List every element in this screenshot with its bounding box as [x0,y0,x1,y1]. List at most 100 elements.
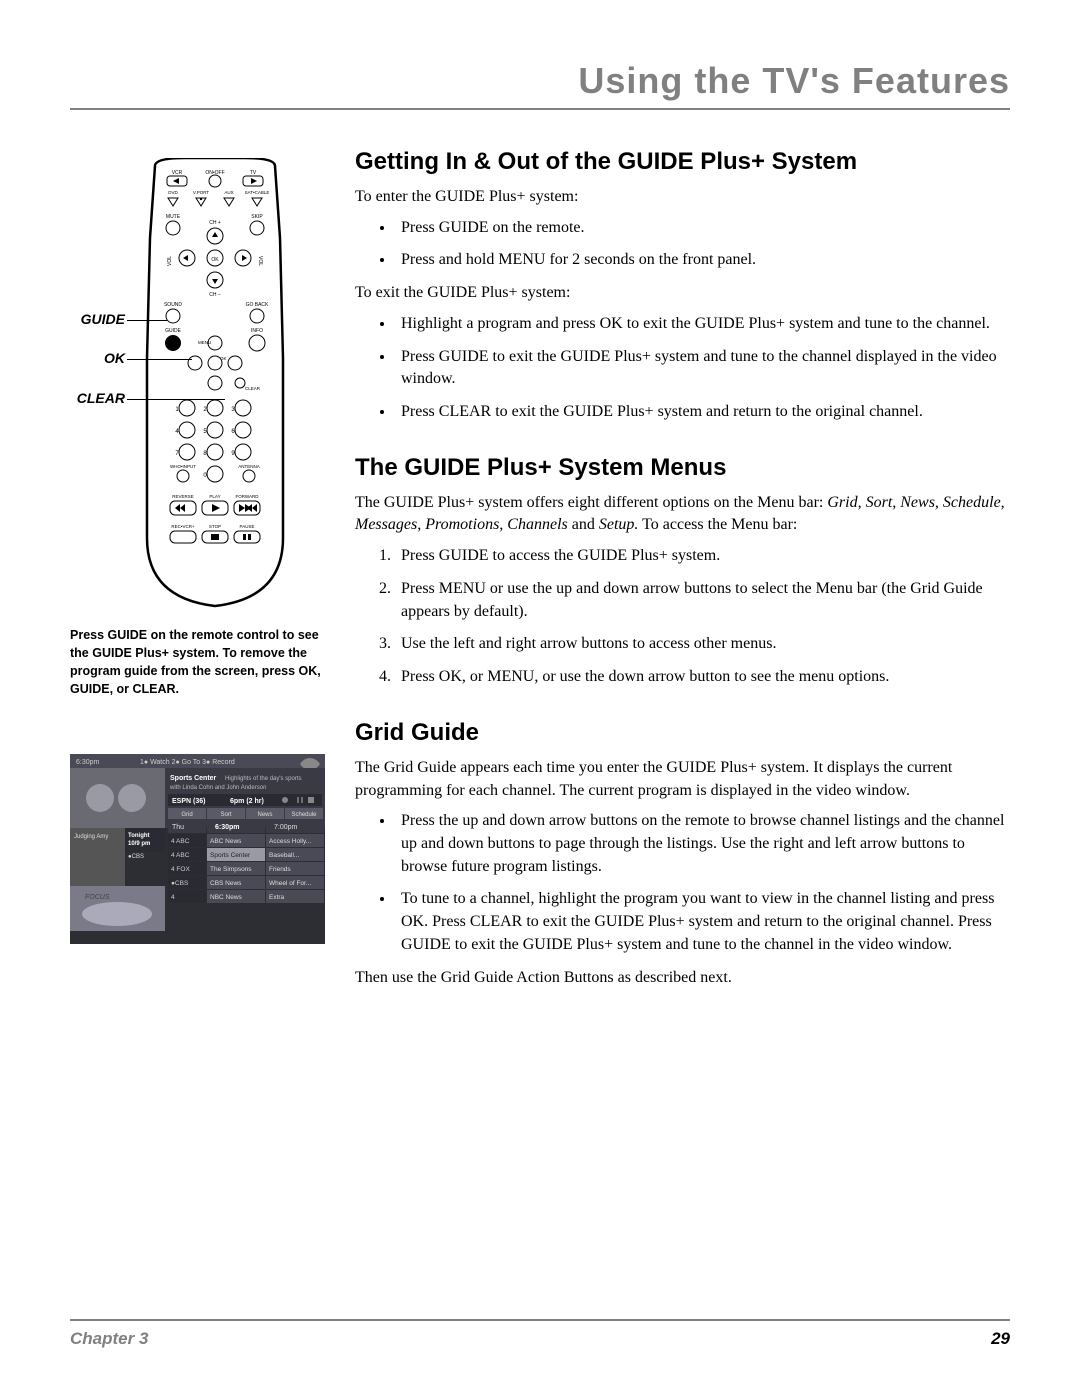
svg-text:WHO•INPUT: WHO•INPUT [170,464,196,469]
svg-text:NBC News: NBC News [210,894,243,901]
s2-intro: The GUIDE Plus+ system offers eight diff… [355,492,1010,537]
s1-bullets2: Highlight a program and press OK to exit… [355,313,1010,424]
heading-getting-in-out: Getting In & Out of the GUIDE Plus+ Syst… [355,148,1010,176]
s2-steps: Press GUIDE to access the GUIDE Plus+ sy… [355,545,1010,689]
content-columns: GUIDE OK CLEAR VCR ON•OFF TV DVD V.PORT … [70,148,1010,997]
svg-text:Baseball...: Baseball... [269,852,300,859]
svg-text:ESPN (36): ESPN (36) [172,798,205,805]
list-item: Press GUIDE to access the GUIDE Plus+ sy… [395,545,1010,568]
svg-text:Sports Center: Sports Center [170,775,217,782]
remote-caption: Press GUIDE on the remote control to see… [70,626,325,699]
svg-text:GO BACK: GO BACK [246,302,269,308]
callout-line-clear [127,399,225,400]
s3-intro: The Grid Guide appears each time you ent… [355,757,1010,802]
svg-text:Thu: Thu [172,824,184,831]
svg-text:6pm (2 hr): 6pm (2 hr) [230,798,264,805]
footer-page-number: 29 [991,1329,1010,1349]
svg-text:Access Holly...: Access Holly... [269,838,311,845]
svg-text:7:00pm: 7:00pm [274,824,298,831]
svg-text:FOCUS: FOCUS [85,894,110,901]
svg-text:with Linda Cohn and John Ander: with Linda Cohn and John Anderson [169,785,266,791]
svg-text:4: 4 [171,894,175,901]
svg-text:ANTENNA: ANTENNA [238,464,260,469]
svg-text:SKIP: SKIP [251,214,263,220]
s1-intro2: To exit the GUIDE Plus+ system: [355,282,1010,305]
heading-system-menus: The GUIDE Plus+ System Menus [355,454,1010,482]
right-column: Getting In & Out of the GUIDE Plus+ Syst… [355,148,1010,997]
svg-text:REC•VCR+: REC•VCR+ [171,524,195,529]
text-part: and [572,516,599,533]
svg-text:PAUSE: PAUSE [240,524,255,529]
svg-text:Extra: Extra [269,894,285,901]
svg-text:Highlights of the day's sports: Highlights of the day's sports [225,776,302,782]
svg-text:Sort: Sort [220,812,231,818]
s1-bullets1: Press GUIDE on the remote. Press and hol… [355,217,1010,272]
callout-clear: CLEAR [70,390,125,406]
svg-text:OK: OK [211,257,219,263]
s3-outro: Then use the Grid Guide Action Buttons a… [355,967,1010,990]
list-item: Press OK, or MENU, or use the down arrow… [395,666,1010,689]
page-header: Using the TV's Features [70,60,1010,110]
svg-text:AUX: AUX [224,190,233,195]
svg-text:TV: TV [250,170,257,176]
svg-text:Friends: Friends [269,866,291,873]
list-item: Press the up and down arrow buttons on t… [395,810,1010,878]
header-title: Using the TV's Features [70,60,1010,102]
list-item: Press GUIDE on the remote. [395,217,1010,240]
svg-text:STOP: STOP [209,524,221,529]
svg-text:News: News [257,812,272,818]
svg-text:Judging Amy: Judging Amy [74,834,108,840]
svg-text:REVERSE: REVERSE [172,494,194,499]
list-item: Press and hold MENU for 2 seconds on the… [395,249,1010,272]
svg-text:Wheel of For...: Wheel of For... [269,880,311,887]
svg-text:4 ABC: 4 ABC [171,838,190,845]
svg-text:Grid: Grid [181,812,192,818]
svg-text:Sports Center: Sports Center [210,852,251,859]
svg-text:4 ABC: 4 ABC [171,852,190,859]
callout-line-ok [127,359,192,360]
svg-text:INFO: INFO [251,328,263,334]
svg-text:VCR: VCR [172,170,183,176]
left-column: GUIDE OK CLEAR VCR ON•OFF TV DVD V.PORT … [70,148,325,997]
footer-chapter: Chapter 3 [70,1329,148,1349]
svg-text:●CBS: ●CBS [171,880,189,887]
svg-text:SAT•CABLE: SAT•CABLE [245,190,270,195]
list-item: Use the left and right arrow buttons to … [395,633,1010,656]
page-footer: Chapter 3 29 [70,1319,1010,1349]
svg-text:VOL: VOL [257,256,263,266]
remote-figure: GUIDE OK CLEAR VCR ON•OFF TV DVD V.PORT … [70,148,325,608]
list-item: Press GUIDE to exit the GUIDE Plus+ syst… [395,346,1010,391]
list-item: Press CLEAR to exit the GUIDE Plus+ syst… [395,401,1010,424]
svg-text:GUIDE: GUIDE [165,328,182,334]
svg-text:SOUND: SOUND [164,302,182,308]
svg-text:4 FOX: 4 FOX [171,866,190,873]
svg-text:CLEAR: CLEAR [245,386,261,391]
svg-text:DVD: DVD [168,190,178,195]
svg-text:V.PORT: V.PORT [193,190,210,195]
svg-text:Tonight: Tonight [128,833,150,839]
svg-text:6:30pm: 6:30pm [76,759,100,766]
s3-bullets: Press the up and down arrow buttons on t… [355,810,1010,956]
svg-text:1● Watch 2● Go To 3● Recor: 1● Watch 2● Go To 3● Record [140,759,235,766]
remote-illustration: VCR ON•OFF TV DVD V.PORT AUX SAT•CABLE M… [125,158,305,608]
svg-text:MENU: MENU [198,340,211,345]
svg-text:MUTE: MUTE [166,214,181,220]
svg-text:CH –: CH – [209,292,221,298]
guide-screenshot: 6:30pm 1● Watch 2● Go To 3● Record Sport… [70,754,325,944]
text-part: To access the Menu bar: [638,516,797,533]
callout-guide: GUIDE [70,311,125,327]
text-part-italic: Setup. [599,516,639,533]
svg-text:ABC News: ABC News [210,838,242,845]
svg-text:The Simpsons: The Simpsons [210,866,252,873]
s1-intro1: To enter the GUIDE Plus+ system: [355,186,1010,209]
svg-text:PLAY: PLAY [209,494,220,499]
text-part: The GUIDE Plus+ system offers eight diff… [355,494,827,511]
svg-text:Schedule: Schedule [291,812,317,818]
callout-ok: OK [70,350,125,366]
svg-text:6:30pm: 6:30pm [215,824,240,831]
svg-text:CBS News: CBS News [210,880,242,887]
list-item: Press MENU or use the up and down arrow … [395,578,1010,623]
svg-text:VOL: VOL [167,256,173,266]
heading-grid-guide: Grid Guide [355,719,1010,747]
svg-text:CH +: CH + [209,220,221,226]
